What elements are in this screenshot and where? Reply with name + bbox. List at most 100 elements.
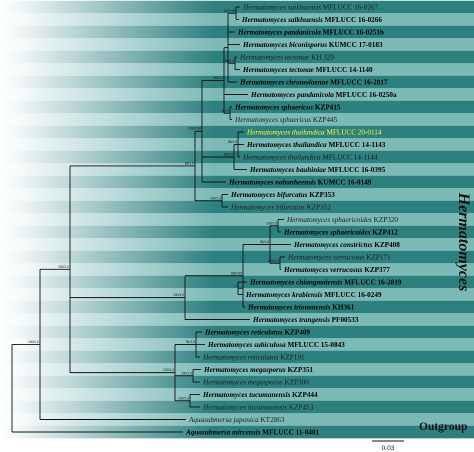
taxon-species-name: Hermatomyces biconisporus	[242, 41, 329, 49]
taxon-label: Hermatomyces verrucosus KZP171	[287, 254, 391, 262]
taxon-species-name: Hermatomyces chiangmaiensis	[249, 279, 344, 287]
taxon-labels: Hermatomyces saikhuensis MFLUCC 16-0267H…	[185, 4, 402, 437]
taxon-species-name: Hermatomyces trangensis	[252, 316, 332, 324]
taxon-label: Hermatomyces trangensis PF00533	[252, 316, 359, 324]
taxon-voucher: MFLUCC 15-0843	[287, 341, 345, 349]
taxon-label: Hermatomyces thailandica MFLUCC 14-1144	[242, 154, 378, 162]
taxon-label: Hermatomyces nabanheensis KUMCC 16-0149	[228, 179, 372, 187]
taxon-species-name: Hermatomyces megasporus	[202, 379, 284, 387]
taxon-species-name: Hermatomyces bauhiniae	[249, 166, 328, 174]
taxon-label: Hermatomyces krabiensis MFLUCC 16-0249	[245, 291, 382, 299]
taxon-label: Hermatomyces subiculosa MFLUCC 15-0843	[207, 341, 345, 349]
support-value: 100/1.0	[163, 368, 174, 372]
taxon-species-name: Hermatomyces subiculosa	[207, 341, 287, 349]
taxon-species-name: Hermatomyces verrucosus	[283, 266, 364, 274]
taxon-label: Hermatomyces pandanicola MFLUCC 16-0250a	[250, 91, 397, 99]
taxon-label: Hermatomyces sphaericoides KZP320	[286, 216, 398, 224]
taxon-voucher: KZP191	[280, 354, 305, 362]
support-value: 100/1.0	[210, 196, 221, 200]
taxon-species-name: Hermatomyces krabiensis	[245, 291, 324, 299]
outgroup-label: Outgroup	[419, 421, 467, 433]
taxon-label: Hermatomyces biconisporus KUMCC 17-0183	[242, 41, 383, 49]
taxon-species-name: Hermatomyces sphaericoides	[286, 216, 374, 224]
taxon-label: Hermatomyces chiangmaiensis MFLUCC 16-28…	[249, 279, 402, 287]
taxon-label: Hermatomyces tectonae MFLUCC 14-1140	[242, 66, 373, 74]
taxon-voucher: KT2863	[260, 416, 284, 424]
taxon-species-name: Hermatomyces verrucosus	[287, 254, 366, 262]
taxon-voucher: MFLUCC 16-0250a	[336, 91, 397, 99]
taxon-label: Hermatomyces pandanicola MFLUCC 16-0251b	[237, 29, 384, 37]
taxon-voucher: MFLUCC 16-0251b	[323, 29, 384, 37]
taxon-label: Aquasubmersa japonica KT2863	[188, 416, 285, 424]
support-value: 98/1.0	[228, 140, 237, 144]
support-value: -/-	[234, 284, 237, 288]
taxon-species-name: Aquasubmersa japonica	[188, 416, 260, 424]
taxon-label: Hermatomyces thailandica MFLUCC 14-1143	[246, 141, 386, 149]
genus-label: Hermatomyces	[455, 192, 472, 292]
taxon-voucher: KZP300	[284, 379, 309, 387]
taxon-voucher: KZP409	[284, 329, 310, 337]
support-value: 96/1.0	[260, 240, 269, 244]
taxon-label: Hermatomyces verrucosus KZP377	[283, 266, 390, 274]
taxon-species-name: Hermatomyces pandanicola	[250, 91, 336, 99]
taxon-voucher: KZP415	[315, 104, 341, 112]
support-value: 100/1.0	[266, 221, 277, 225]
taxon-species-name: Hermatomyces megasporus	[203, 366, 287, 374]
taxon-label: Hermatomyces bifurcatus KZP352	[230, 204, 331, 212]
taxon-species-name: Hermatomyces chromolaenae	[239, 79, 330, 87]
tree-branches	[11, 6, 291, 433]
taxon-species-name: Aquasubmersa mircensis	[185, 429, 262, 437]
support-value: 100/1.0	[268, 259, 279, 263]
taxon-species-name: Hermatomyces sphaericus	[234, 116, 313, 124]
taxon-label: Hermatomyces reticulatus KZP191	[202, 354, 305, 362]
taxon-voucher: KZP351	[287, 366, 313, 374]
taxon-voucher: KZP171	[366, 254, 391, 262]
support-value: 85/1.0	[185, 161, 194, 165]
taxon-voucher: MFLUCC 16-0267	[323, 4, 379, 12]
taxon-species-name: Hermatomyces thailandica	[246, 129, 326, 137]
taxon-label: Hermatomyces megasporus KZP300	[202, 379, 309, 387]
taxon-voucher: KZP377	[364, 266, 390, 274]
taxon-label: Hermatomyces sphaericus KZP415	[234, 104, 341, 112]
support-value: 100/1.0	[58, 265, 69, 269]
taxon-species-name: Hermatomyces thailandica	[246, 141, 328, 149]
taxon-voucher: MFLUCC 16-2819	[344, 279, 402, 287]
taxon-voucher: KUMCC 17-0183	[329, 41, 383, 49]
taxon-species-name: Hermatomyces reticulatus	[202, 354, 280, 362]
taxon-voucher: KZP408	[374, 241, 400, 249]
taxon-label: Hermatomyces sphaericoides KZP412	[283, 229, 398, 237]
scale-bar-label: 0.03	[382, 445, 395, 452]
taxon-species-name: Hermatomyces pandanicola	[237, 29, 323, 37]
taxon-voucher: KZP353	[309, 191, 335, 199]
taxon-label: Hermatomyces saikhuensis MFLUCC 16-0266	[241, 16, 382, 24]
taxon-voucher: MFLUCC 14-1143	[328, 141, 385, 149]
taxon-label: Hermatomyces bauhiniae MFLUCC 16-0395	[249, 166, 386, 174]
taxon-label: Hermatomyces megasporus KZP351	[203, 366, 313, 374]
taxon-label: Hermatomyces saikhuensis MFLUCC 16-0267	[242, 4, 379, 12]
taxon-species-name: Hermatomyces bifurcatus	[230, 191, 309, 199]
taxon-voucher: PF00533	[332, 316, 359, 324]
taxon-species-name: Hermatomyces saikhuensis	[242, 4, 323, 12]
support-value: 100/0.99	[188, 127, 201, 131]
taxon-voucher: MFLUCC 20-0114	[326, 129, 381, 137]
taxon-species-name: Hermatomyces bifurcatus	[230, 204, 307, 212]
taxon-species-name: Hermatomyces tucumanensis	[202, 391, 292, 399]
taxon-species-name: Hermatomyces thailandica	[242, 154, 322, 162]
taxon-label: Hermatomyces tectonae KH 329	[239, 54, 334, 62]
taxon-label: Hermatomyces iriomotensis KH361	[247, 304, 355, 312]
taxon-voucher: MFLUCC 11-0401	[262, 429, 319, 437]
support-values: 82/0.99 96/1.0 -/0.97 99/1.0 98/1.0 89/1.0 100…	[28, 9, 279, 401]
taxon-species-name: Hermatomyces iriomotensis	[247, 304, 332, 312]
taxon-voucher: KZP352	[307, 204, 332, 212]
taxon-voucher: MFLUCC 16-0266	[325, 16, 383, 24]
taxon-label: Hermatomyces sphaericus KZP445	[234, 116, 338, 124]
support-value: 99/1.0	[214, 76, 223, 80]
taxon-voucher: MFLUCC 16-2817	[330, 79, 388, 87]
support-value: 100/1.0	[173, 293, 184, 297]
support-value: 100/1.0	[28, 340, 39, 344]
taxon-voucher: MFLUCC 14-1140	[316, 66, 373, 74]
taxon-species-name: Hermatomyces sphaericoides	[283, 229, 372, 237]
support-value: 100/1.0	[181, 371, 192, 375]
